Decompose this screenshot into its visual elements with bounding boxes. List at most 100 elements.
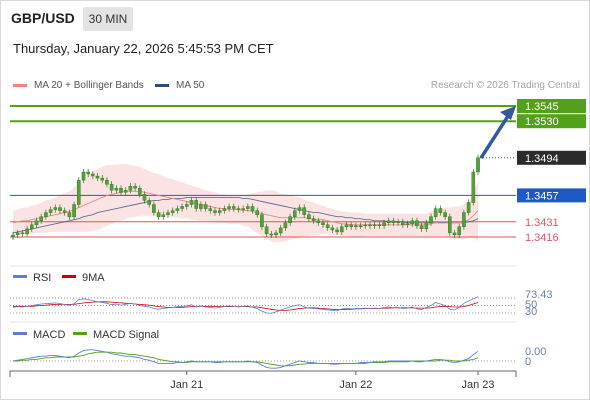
candle-body [20,232,25,235]
level-tag-1.3416: 1.3416 [525,232,559,244]
candle-body [147,200,152,205]
candle-body [67,212,72,217]
level-tags: 1.3545 1.3530 1.3494 1.3457 1.3431 1.3416 [517,99,586,244]
candle-body [175,208,180,211]
candle-body [208,208,213,211]
candle-body [255,210,260,215]
candle-body [152,204,156,213]
candle-body [39,216,43,221]
candle-body [368,224,372,227]
macd-legend-label: MACD [33,329,65,341]
candle-body [433,208,438,217]
candle-body [452,232,457,236]
candle-body [429,216,433,223]
symbol-title: GBP/USD [11,10,75,26]
candle-body [476,157,480,173]
candle-body [466,202,471,213]
macd-swatch [13,332,27,335]
candle-body [109,183,114,191]
candle-body [58,207,62,211]
candle-body [105,179,109,185]
candle-body [288,216,292,223]
timeframe-badge[interactable]: 30 MIN [83,7,133,31]
candle-body [462,212,466,228]
macd-line [12,349,479,369]
ma50-line [12,196,479,234]
candle-body [283,222,288,229]
candle-body [72,204,76,217]
candle-body [194,200,199,209]
legend-ma20-label: MA 20 + Bollinger Bands [34,80,144,91]
candle-body [199,204,203,209]
timestamp: Thursday, January 22, 2026 5:45:53 PM CE… [13,41,274,56]
rsi-tick-50: 50 [525,299,537,311]
candle-body [142,194,147,201]
candle-body [156,212,161,217]
candle-body [457,226,462,236]
research-credit: Research © 2026 Trading Central [430,80,580,91]
candle-body [11,234,15,238]
candle-body [76,179,81,205]
macd-zero-label: 0 [525,356,531,368]
rsi-line [12,296,479,314]
candle-body [123,190,128,193]
candle-body [15,232,20,236]
candle-body [302,207,307,215]
candle-body [311,218,316,221]
level-tag-bg-1.3530 [517,114,586,129]
candle-body [438,208,443,213]
candle-body [396,221,401,224]
level-tag-bg-1.3545 [517,99,586,113]
x-axis-ticks: Jan 21 Jan 22 Jan 23 [170,371,495,391]
candle-body [382,222,386,227]
candle-body [330,227,335,231]
rsi-legend-label: RSI [33,272,51,284]
macd-signal-swatch [73,332,87,335]
candle-body [401,221,405,226]
projection-arrowhead [500,106,516,120]
candle-body [264,226,269,235]
candle-body [443,212,447,217]
candle-body [424,222,429,230]
candle-body [321,222,325,226]
candle-body [86,171,90,175]
ma20-swatch [13,83,27,87]
candle-body [316,220,321,224]
candle-body [53,207,58,210]
x-tick-label: Jan 23 [461,379,494,391]
candle-body [405,223,410,226]
candle-body [34,220,39,226]
candle-body [241,208,246,210]
level-lines [10,105,516,238]
candle-body [44,212,48,217]
candle-body [100,177,104,181]
candle-body [25,228,29,235]
candle-body [354,225,358,228]
candle-body [415,220,419,227]
level-tag-1.3457: 1.3457 [525,190,559,202]
candle-body [471,171,476,203]
candle-body [180,206,184,209]
rsi-swatch [13,275,27,278]
candle-body [358,225,363,228]
candle-body [203,204,208,209]
candle-body [349,224,354,228]
candle-body [189,200,194,205]
rsi-ma-legend-label: 9MA [82,272,105,284]
level-tag-1.3530: 1.3530 [525,116,559,128]
candle-body [250,206,255,211]
candle-body [391,220,396,224]
candle-body [344,224,349,228]
candle-body [419,225,424,230]
candle-body [217,210,222,213]
candle-body [236,208,241,210]
candle-body [119,188,123,193]
level-tag-1.3494: 1.3494 [525,153,559,165]
candle-body [297,207,302,211]
candle-body [340,226,344,233]
candle-body [325,224,330,229]
candle-body [166,212,170,215]
candle-body [133,185,137,189]
candle-body [269,233,274,236]
